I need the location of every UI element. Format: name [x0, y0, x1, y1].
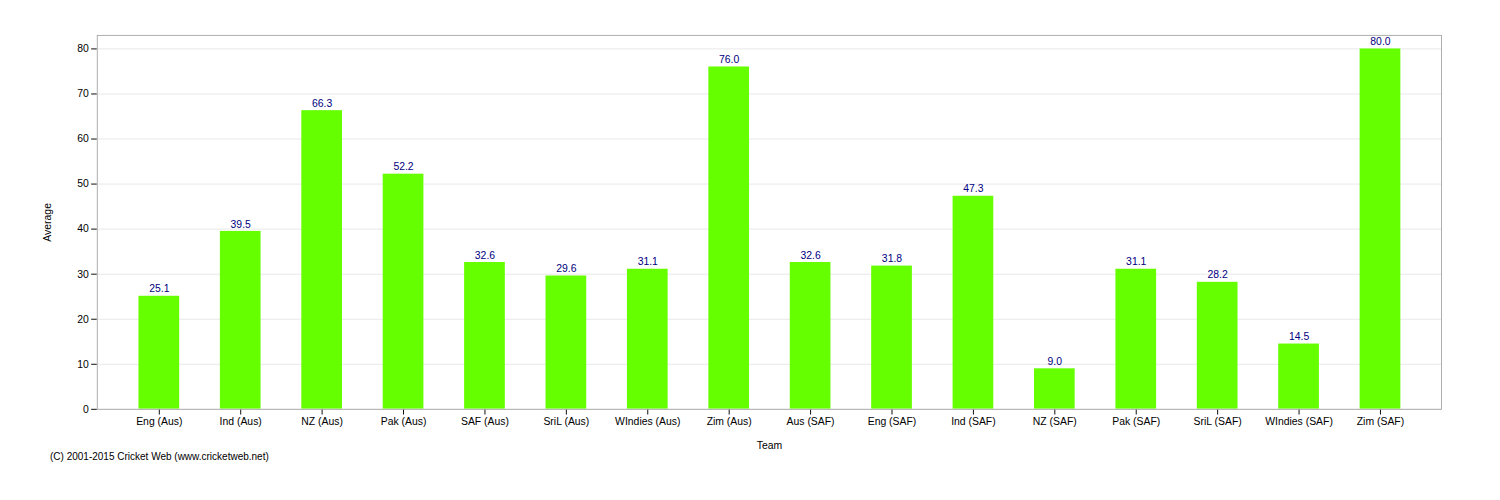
- svg-text:80: 80: [77, 43, 89, 54]
- svg-text:52.2: 52.2: [393, 161, 413, 172]
- svg-text:SriL (SAF): SriL (SAF): [1194, 416, 1242, 427]
- svg-text:SriL (Aus): SriL (Aus): [543, 416, 589, 427]
- svg-text:80.0: 80.0: [1370, 36, 1390, 47]
- svg-text:Ind (Aus): Ind (Aus): [220, 416, 262, 427]
- svg-text:60: 60: [77, 133, 89, 144]
- svg-text:Ind (SAF): Ind (SAF): [951, 416, 996, 427]
- svg-text:Eng (SAF): Eng (SAF): [868, 416, 917, 427]
- svg-text:Average: Average: [42, 203, 53, 242]
- svg-text:39.5: 39.5: [231, 219, 251, 230]
- svg-text:25.1: 25.1: [149, 283, 169, 294]
- svg-text:WIndies (SAF): WIndies (SAF): [1265, 416, 1333, 427]
- svg-text:Pak (Aus): Pak (Aus): [381, 416, 427, 427]
- svg-text:50: 50: [77, 178, 89, 189]
- svg-text:28.2: 28.2: [1208, 269, 1228, 280]
- svg-text:Zim (SAF): Zim (SAF): [1357, 416, 1404, 427]
- svg-text:14.5: 14.5: [1289, 331, 1309, 342]
- svg-text:SAF (Aus): SAF (Aus): [461, 416, 509, 427]
- svg-text:NZ (SAF): NZ (SAF): [1033, 416, 1077, 427]
- svg-text:70: 70: [77, 88, 89, 99]
- svg-text:40: 40: [77, 223, 89, 234]
- svg-text:Pak (SAF): Pak (SAF): [1112, 416, 1160, 427]
- svg-text:20: 20: [77, 314, 89, 325]
- svg-text:0: 0: [83, 404, 89, 415]
- svg-text:Eng (Aus): Eng (Aus): [136, 416, 182, 427]
- svg-text:66.3: 66.3: [312, 98, 332, 109]
- svg-text:NZ (Aus): NZ (Aus): [301, 416, 343, 427]
- svg-text:31.1: 31.1: [638, 256, 658, 267]
- svg-text:31.8: 31.8: [882, 253, 902, 264]
- html-text:(C) 2001-2015 Cricket Web (www: (C) 2001-2015 Cricket Web (www.cricketwe…: [50, 451, 269, 463]
- svg-text:WIndies (Aus): WIndies (Aus): [615, 416, 680, 427]
- svg-text:9.0: 9.0: [1048, 356, 1063, 367]
- svg-text:31.1: 31.1: [1126, 256, 1146, 267]
- svg-text:32.6: 32.6: [800, 250, 820, 261]
- svg-text:47.3: 47.3: [963, 183, 983, 194]
- svg-text:Aus (SAF): Aus (SAF): [787, 416, 835, 427]
- svg-text:10: 10: [77, 359, 89, 370]
- svg-text:76.0: 76.0: [719, 54, 739, 65]
- svg-text:29.6: 29.6: [556, 263, 576, 274]
- svg-text:32.6: 32.6: [475, 250, 495, 261]
- svg-text:Team: Team: [757, 440, 782, 451]
- svg-text:30: 30: [77, 269, 89, 280]
- svg-text:Zim (Aus): Zim (Aus): [707, 416, 752, 427]
